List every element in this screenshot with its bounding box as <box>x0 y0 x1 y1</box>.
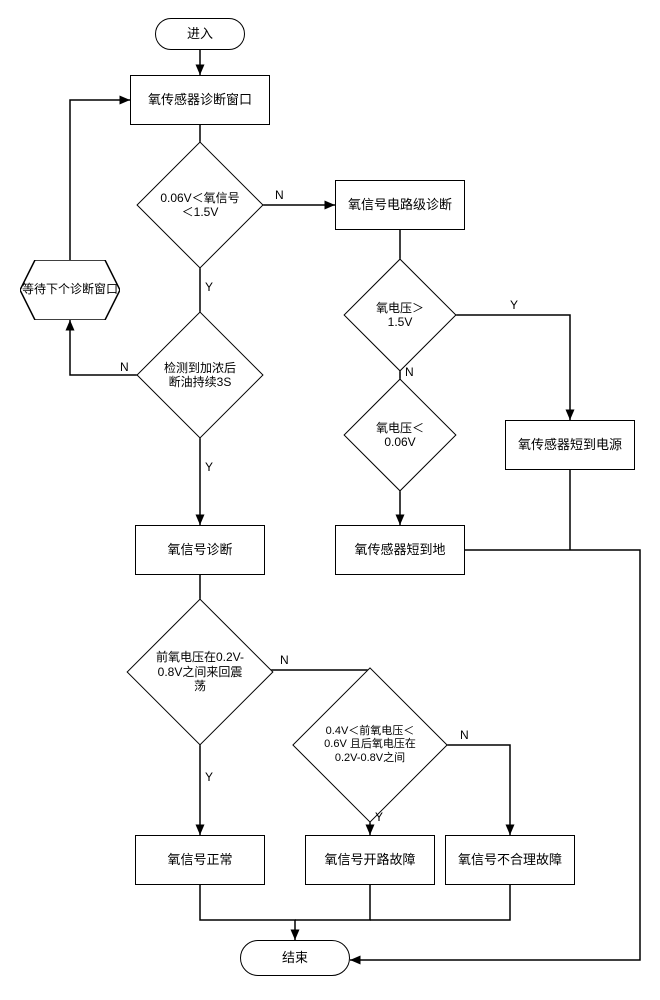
signal-diag-process: 氧信号诊断 <box>135 525 265 575</box>
wait-next-label: 等待下个诊断窗口 <box>22 282 118 298</box>
edge-label-n: N <box>280 653 289 667</box>
volt-gt-decision: 氧电压＞1.5V <box>360 275 440 355</box>
edge-label-y: Y <box>510 298 518 312</box>
wait-next-preparation: 等待下个诊断窗口 <box>20 260 120 320</box>
open-fault-label: 氧信号开路故障 <box>324 852 415 869</box>
short-ground-label: 氧传感器短到地 <box>354 542 445 559</box>
short-power-process: 氧传感器短到电源 <box>505 420 635 470</box>
start-label: 进入 <box>187 26 213 43</box>
end-label: 结束 <box>282 950 308 967</box>
signal-range-label: 0.06V＜氧信号＜1.5V <box>155 191 245 220</box>
detect-enrich-label: 检测到加浓后断油持续3S <box>155 361 245 390</box>
signal-diag-label: 氧信号诊断 <box>167 542 232 559</box>
detect-enrich-decision: 检测到加浓后断油持续3S <box>155 330 245 420</box>
short-power-label: 氧传感器短到电源 <box>518 437 622 454</box>
diagnose-window-process: 氧传感器诊断窗口 <box>130 75 270 125</box>
edge-label-y: Y <box>205 460 213 474</box>
front-osc-decision: 前氧电压在0.2V-0.8V之间来回震荡 <box>148 620 252 724</box>
normal-label: 氧信号正常 <box>167 852 232 869</box>
edge-label-n: N <box>275 188 284 202</box>
mid-range-label: 0.4V＜前氧电压＜0.6V 且后氧电压在0.2V-0.8V之间 <box>315 725 425 765</box>
edge-label-y: Y <box>375 810 383 824</box>
mid-range-decision: 0.4V＜前氧电压＜0.6V 且后氧电压在0.2V-0.8V之间 <box>315 690 425 800</box>
unreason-fault-process: 氧信号不合理故障 <box>445 835 575 885</box>
circuit-diag-process: 氧信号电路级诊断 <box>335 180 465 230</box>
diagnose-window-label: 氧传感器诊断窗口 <box>148 92 252 109</box>
normal-process: 氧信号正常 <box>135 835 265 885</box>
edge-label-n: N <box>405 365 414 379</box>
edge-label-n: N <box>120 360 129 374</box>
end-terminator: 结束 <box>240 940 350 976</box>
edge-label-y: Y <box>205 770 213 784</box>
unreason-fault-label: 氧信号不合理故障 <box>458 852 562 869</box>
edge-label-n: N <box>460 728 469 742</box>
edge-label-y: Y <box>205 280 213 294</box>
front-osc-label: 前氧电压在0.2V-0.8V之间来回震荡 <box>148 650 252 693</box>
start-terminator: 进入 <box>155 18 245 50</box>
open-fault-process: 氧信号开路故障 <box>305 835 435 885</box>
volt-gt-label: 氧电压＞1.5V <box>360 301 440 330</box>
volt-lt-decision: 氧电压＜0.06V <box>360 395 440 475</box>
short-ground-process: 氧传感器短到地 <box>335 525 465 575</box>
volt-lt-label: 氧电压＜0.06V <box>360 421 440 450</box>
circuit-diag-label: 氧信号电路级诊断 <box>348 197 452 214</box>
signal-range-decision: 0.06V＜氧信号＜1.5V <box>155 160 245 250</box>
